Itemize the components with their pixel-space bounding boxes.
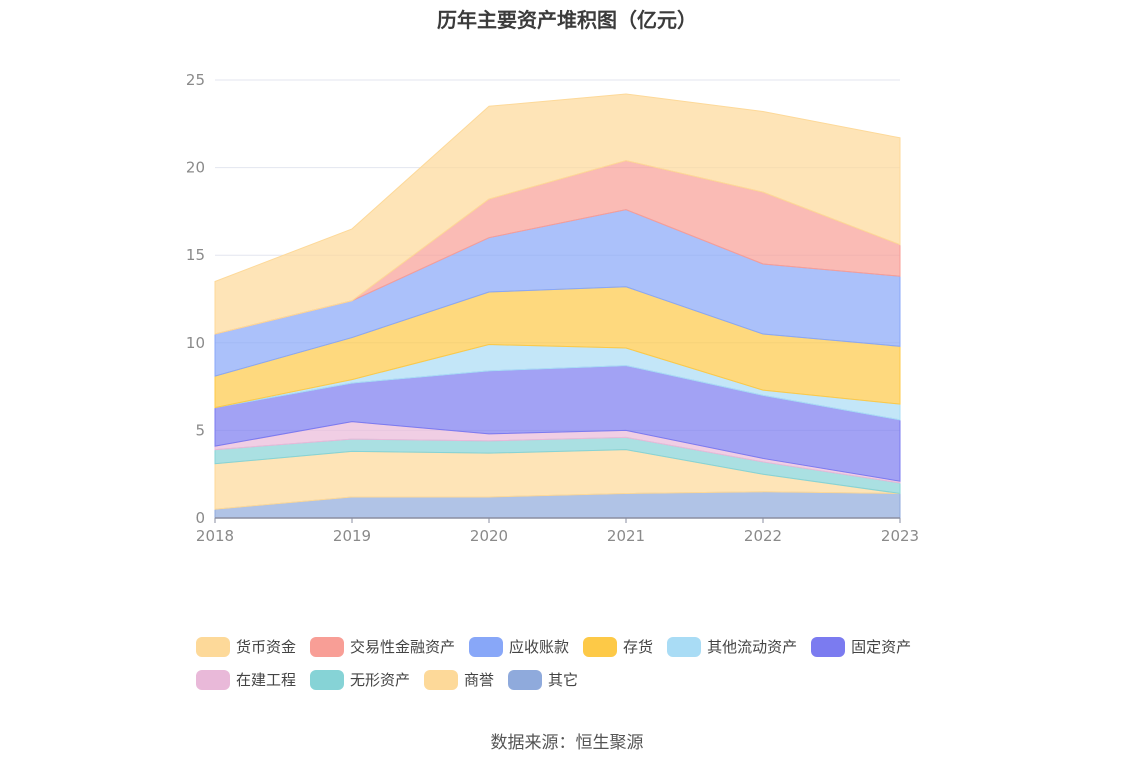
legend-item[interactable]: 应收账款 [469, 636, 569, 657]
x-tick-label: 2021 [607, 527, 645, 545]
x-tick-label: 2023 [881, 527, 919, 545]
legend-item[interactable]: 商誉 [424, 669, 494, 690]
legend-swatch [469, 636, 504, 657]
legend-item[interactable]: 存货 [583, 636, 653, 657]
y-tick-label: 0 [195, 509, 205, 527]
legend-label: 其它 [548, 671, 579, 689]
legend-label: 货币资金 [236, 638, 297, 656]
y-tick-label: 15 [186, 246, 205, 264]
legend-item[interactable]: 其他流动资产 [667, 636, 797, 657]
area-series-10 [214, 93, 901, 335]
legend-swatch [583, 636, 618, 657]
legend-item[interactable]: 无形资产 [310, 669, 410, 690]
chart-title: 历年主要资产堆积图（亿元） [437, 8, 697, 32]
legend-swatch [196, 669, 230, 690]
legend-swatch [196, 636, 230, 657]
legend-swatch [508, 669, 543, 690]
x-tick-label: 2020 [470, 527, 508, 545]
legend-swatch [310, 669, 345, 690]
legend-item[interactable]: 交易性金融资产 [310, 636, 455, 657]
area-series-group [214, 93, 901, 519]
legend-item[interactable]: 固定资产 [811, 636, 911, 657]
legend-swatch [424, 669, 459, 690]
legend-swatch [811, 636, 846, 657]
y-tick-label: 10 [186, 334, 205, 352]
legend-item[interactable]: 在建工程 [196, 669, 296, 690]
legend-label: 在建工程 [236, 671, 297, 689]
stacked-area-chart: 0 5 10 15 20 25 2018 2019 2020 2021 2022 2023 [186, 71, 919, 545]
data-source-note: 数据来源：恒生聚源 [490, 733, 644, 753]
x-tick-label: 2019 [333, 527, 371, 545]
legend-label: 存货 [623, 638, 654, 656]
legend-swatch [310, 636, 345, 657]
legend-item[interactable]: 货币资金 [196, 636, 296, 657]
legend: 货币资金 交易性金融资产 应收账款 存货 其他流动资产 固定资产 在建工程 无形资产 商誉 其它 [196, 630, 976, 696]
legend-label: 交易性金融资产 [350, 638, 456, 656]
axes: 0 5 10 15 20 25 2018 2019 2020 2021 2022 2023 [186, 71, 919, 545]
legend-label: 固定资产 [851, 638, 912, 656]
x-tick-label: 2018 [196, 527, 234, 545]
x-tick-label: 2022 [744, 527, 782, 545]
y-tick-label: 25 [186, 71, 205, 89]
y-tick-label: 5 [195, 421, 205, 439]
legend-label: 其他流动资产 [707, 638, 798, 656]
y-tick-label: 20 [186, 159, 205, 177]
legend-item[interactable]: 其它 [508, 669, 578, 690]
legend-swatch [667, 636, 702, 657]
legend-label: 应收账款 [509, 638, 570, 656]
legend-row-2: 在建工程 无形资产 商誉 其它 [196, 663, 976, 696]
legend-label: 无形资产 [350, 671, 411, 689]
legend-label: 商誉 [464, 671, 495, 689]
legend-row-1: 货币资金 交易性金融资产 应收账款 存货 其他流动资产 固定资产 [196, 630, 976, 663]
